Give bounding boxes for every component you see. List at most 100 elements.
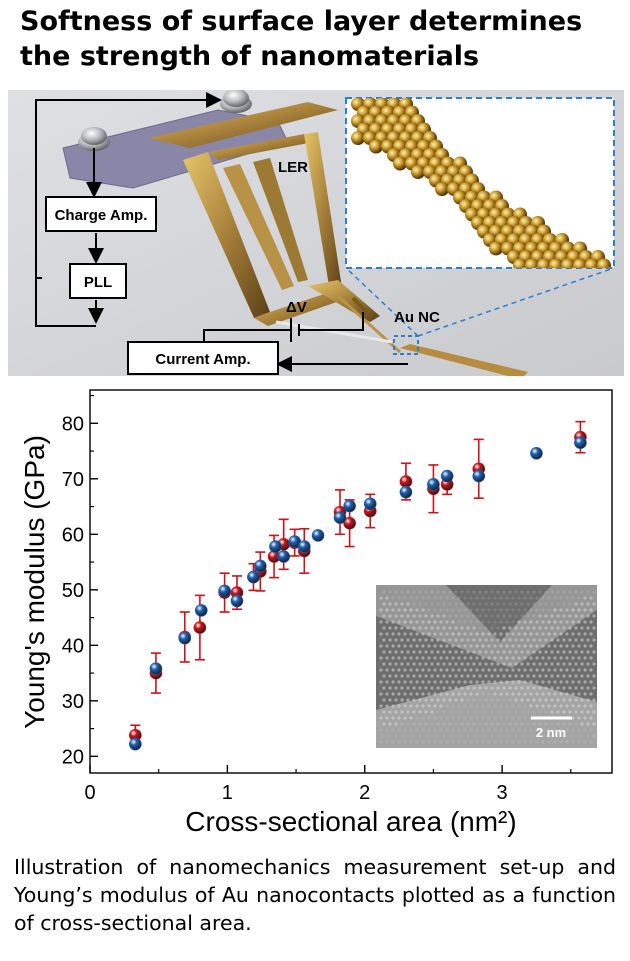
lattice-dot (544, 650, 548, 654)
lattice-dot (550, 650, 554, 654)
lattice-dot (592, 674, 596, 678)
lattice-dot (574, 734, 578, 738)
lattice-dot (577, 716, 581, 720)
lattice-dot (547, 620, 551, 624)
lattice-dot (559, 728, 563, 732)
lattice-dot (514, 638, 518, 642)
lattice-dot (475, 680, 479, 684)
lattice-dot (538, 614, 542, 618)
lattice-dot (535, 620, 539, 624)
lattice-dot (418, 590, 422, 594)
lattice-dot (475, 740, 479, 744)
lattice-dot (421, 716, 425, 720)
lattice-dot (454, 662, 458, 666)
lattice-dot (433, 680, 437, 684)
lattice-dot (394, 722, 398, 726)
lattice-dot (403, 728, 407, 732)
lattice-dot (493, 668, 497, 672)
lattice-dot (445, 692, 449, 696)
lattice-dot (496, 722, 500, 726)
lattice-dot (493, 716, 497, 720)
lattice-dot (493, 608, 497, 612)
lattice-dot (400, 722, 404, 726)
lattice-dot (400, 734, 404, 738)
lattice-dot (574, 626, 578, 630)
lattice-dot (394, 734, 398, 738)
lattice-dot (529, 596, 533, 600)
lattice-dot (427, 704, 431, 708)
lattice-dot (580, 734, 584, 738)
lattice-dot (439, 620, 443, 624)
lattice-dot (433, 692, 437, 696)
lattice-dot (580, 722, 584, 726)
lattice-dot (475, 608, 479, 612)
lattice-dot (385, 692, 389, 696)
lattice-dot (487, 680, 491, 684)
lattice-dot (409, 680, 413, 684)
lattice-dot (496, 686, 500, 690)
lattice-dot (439, 692, 443, 696)
lattice-dot (412, 686, 416, 690)
lattice-dot (472, 650, 476, 654)
lattice-dot (571, 632, 575, 636)
lattice-dot (463, 740, 467, 744)
lattice-dot (442, 686, 446, 690)
lattice-dot (562, 614, 566, 618)
lattice-dot (469, 740, 473, 744)
lattice-dot (391, 596, 395, 600)
data-point (269, 540, 282, 553)
lattice-dot (445, 728, 449, 732)
lattice-dot (391, 668, 395, 672)
lattice-dot (427, 692, 431, 696)
lattice-dot (514, 662, 518, 666)
lattice-dot (535, 632, 539, 636)
lattice-dot (430, 602, 434, 606)
lattice-dot (382, 662, 386, 666)
lattice-dot (481, 728, 485, 732)
lattice-dot (592, 590, 596, 594)
lattice-dot (559, 608, 563, 612)
lattice-dot (448, 602, 452, 606)
lattice-dot (391, 728, 395, 732)
lattice-dot (508, 602, 512, 606)
lattice-dot (565, 608, 569, 612)
lattice-dot (442, 710, 446, 714)
lattice-dot (421, 692, 425, 696)
lattice-dot (448, 638, 452, 642)
lattice-dot (427, 728, 431, 732)
lattice-dot (487, 608, 491, 612)
lattice-dot (526, 674, 530, 678)
lattice-dot (397, 668, 401, 672)
lattice-dot (469, 596, 473, 600)
lattice-dot (529, 656, 533, 660)
lattice-dot (388, 626, 392, 630)
lattice-dot (571, 644, 575, 648)
lattice-dot (442, 590, 446, 594)
lattice-dot (589, 692, 593, 696)
lattice-dot (415, 608, 419, 612)
lattice-dot (442, 602, 446, 606)
lattice-dot (505, 704, 509, 708)
lattice-dot (529, 680, 533, 684)
lattice-dot (391, 644, 395, 648)
lattice-dot (388, 614, 392, 618)
lattice-dot (568, 590, 572, 594)
y-axis-label: Young's modulus (GPa) (19, 435, 50, 729)
lattice-dot (391, 704, 395, 708)
lattice-dot (463, 608, 467, 612)
lattice-dot (469, 716, 473, 720)
lattice-dot (400, 626, 404, 630)
lattice-dot (415, 680, 419, 684)
lattice-dot (472, 674, 476, 678)
lattice-dot (538, 722, 542, 726)
lattice-dot (499, 704, 503, 708)
lattice-dot (382, 710, 386, 714)
lattice-dot (550, 614, 554, 618)
lattice-dot (424, 590, 428, 594)
lattice-dot (514, 674, 518, 678)
lattice-dot (397, 692, 401, 696)
lattice-dot (424, 710, 428, 714)
lattice-dot (538, 698, 542, 702)
lattice-dot (475, 632, 479, 636)
lattice-dot (457, 728, 461, 732)
